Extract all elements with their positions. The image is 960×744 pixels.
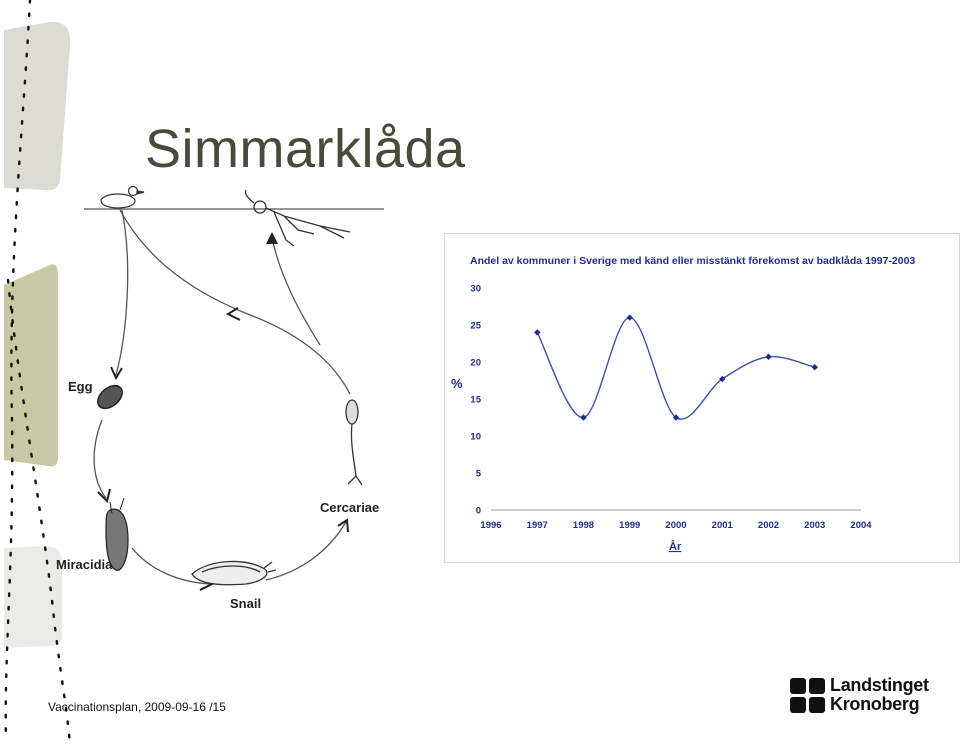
cycle-arrow-cercariae-to-swimmer bbox=[271, 237, 321, 346]
logo-line-1: Landstinget bbox=[830, 675, 929, 695]
logo-mark-icon bbox=[790, 678, 825, 713]
side-panel-bottom bbox=[4, 546, 62, 648]
x-tick-label: 2001 bbox=[712, 520, 734, 531]
y-tick-label: 10 bbox=[470, 432, 481, 443]
x-axis-label: År bbox=[669, 540, 682, 553]
cycle-arrow-egg-to-miracidia bbox=[93, 419, 107, 499]
logo: Landstinget Kronoberg bbox=[790, 676, 950, 718]
side-panel-middle bbox=[4, 264, 58, 467]
x-tick-label: 1996 bbox=[480, 520, 501, 531]
y-tick-label: 20 bbox=[470, 358, 481, 369]
data-point-marker bbox=[626, 314, 633, 321]
line-chart: Andel av kommuner i Sverige med känd ell… bbox=[451, 255, 915, 553]
slide-title: Simmarklåda bbox=[145, 119, 466, 179]
x-tick-label: 1997 bbox=[527, 520, 548, 531]
data-point-marker bbox=[719, 375, 726, 383]
footer-text: Vaccinationsplan, 2009-09-16 /15 bbox=[48, 700, 226, 714]
y-tick-labels: 0 5 10 15 20 25 30 bbox=[470, 284, 481, 517]
label-egg: Egg bbox=[68, 379, 93, 394]
series-markers bbox=[534, 314, 818, 421]
data-point-marker bbox=[811, 363, 818, 371]
y-tick-label: 5 bbox=[476, 469, 482, 480]
data-point-marker bbox=[534, 329, 541, 336]
duck-icon bbox=[100, 185, 145, 209]
dotted-line-1 bbox=[4, 0, 32, 742]
x-tick-label: 2000 bbox=[665, 520, 686, 531]
cycle-arrow-duck-to-egg bbox=[115, 209, 129, 376]
y-tick-label: 25 bbox=[470, 321, 481, 332]
y-tick-label: 15 bbox=[470, 395, 481, 406]
y-tick-label: 0 bbox=[476, 506, 481, 517]
cycle-arrow-cercariae-to-duck bbox=[119, 209, 351, 395]
y-axis-label: % bbox=[451, 376, 463, 391]
data-point-marker bbox=[672, 414, 680, 421]
x-tick-label: 2002 bbox=[758, 520, 779, 531]
series-line bbox=[536, 316, 815, 420]
chart-panel: Andel av kommuner i Sverige med känd ell… bbox=[444, 233, 960, 563]
x-tick-label: 1998 bbox=[573, 520, 594, 531]
label-miracidia: Miracidia bbox=[56, 557, 113, 572]
logo-line-2: Kronoberg bbox=[830, 694, 920, 714]
data-point-marker bbox=[765, 353, 772, 361]
snail-icon bbox=[191, 560, 277, 586]
data-point-marker bbox=[580, 414, 587, 421]
label-cercariae: Cercariae bbox=[320, 500, 379, 515]
side-panel-top bbox=[4, 21, 71, 191]
cycle-arrow-snail-to-cercariae bbox=[265, 521, 347, 581]
x-tick-label: 1999 bbox=[619, 520, 640, 531]
y-tick-label: 30 bbox=[470, 284, 481, 295]
cercariae-icon bbox=[345, 399, 363, 486]
miracidia-icon bbox=[105, 497, 129, 571]
dotted-line-2 bbox=[6, 278, 72, 744]
chart-title: Andel av kommuner i Sverige med känd ell… bbox=[470, 255, 915, 267]
cycle-arrow-miracidia-to-snail bbox=[131, 547, 211, 585]
egg-icon bbox=[97, 384, 123, 410]
x-tick-labels: 1996 1997 1998 1999 2000 2001 2002 2003 2004 bbox=[480, 520, 872, 531]
x-tick-label: 2004 bbox=[850, 520, 872, 531]
swimmer-icon bbox=[244, 189, 351, 247]
label-snail: Snail bbox=[230, 596, 261, 611]
life-cycle-diagram: Egg Miracidia Snail Cercariae bbox=[56, 185, 384, 611]
x-tick-label: 2003 bbox=[804, 520, 825, 531]
